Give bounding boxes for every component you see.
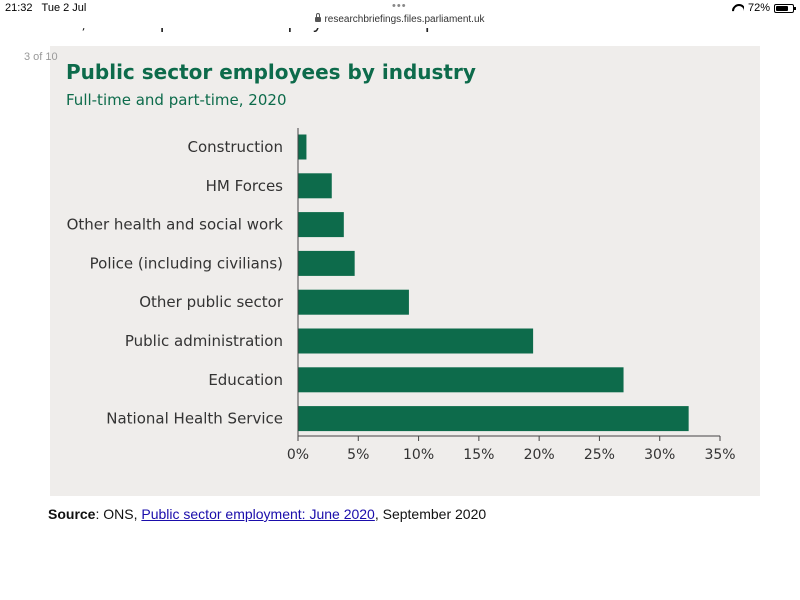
bar-2 xyxy=(298,212,344,238)
category-label-7: National Health Service xyxy=(106,410,283,428)
category-label-2: Other health and social work xyxy=(67,216,284,234)
chart-title: Public sector employees by industry xyxy=(66,60,476,84)
bar-5 xyxy=(298,328,534,354)
wifi-icon xyxy=(732,4,744,13)
page-counter: 3 of 10 xyxy=(24,51,58,63)
bar-chart: Construction HM Forces Other health and so… xyxy=(67,128,736,463)
category-label-1: HM Forces xyxy=(206,177,284,195)
x-tick-label-1: 5% xyxy=(347,447,369,463)
source-link[interactable]: Public sector employment: June 2020 xyxy=(141,506,375,522)
x-tick-label-3: 15% xyxy=(463,447,494,463)
category-label-4: Other public sector xyxy=(139,293,284,311)
chart-subtitle: Full-time and part-time, 2020 xyxy=(66,91,287,109)
status-bar: 21:32 Tue 2 Jul ••• researchbriefings.fi… xyxy=(0,0,800,28)
source-suffix: , September 2020 xyxy=(374,506,487,522)
chart-panel: Construction HM Forces Other health and so… xyxy=(50,46,760,496)
category-label-3: Police (including civilians) xyxy=(90,254,283,272)
battery-icon xyxy=(774,3,796,13)
x-tick-label-0: 0% xyxy=(287,447,309,463)
bar-6 xyxy=(298,367,624,393)
category-label-5: Public administration xyxy=(125,332,283,350)
status-time: 21:32 Tue 2 Jul xyxy=(5,2,86,14)
category-label-0: Construction xyxy=(187,138,283,156)
bar-4 xyxy=(298,289,409,315)
x-tick-label-7: 35% xyxy=(704,447,735,463)
clock-date: Tue 2 Jul xyxy=(41,2,87,14)
battery-fill xyxy=(776,5,788,11)
battery-percent: 72% xyxy=(747,2,770,14)
source-line: Source: ONS, Public sector employment: J… xyxy=(48,506,486,522)
x-tick-label-2: 10% xyxy=(403,447,434,463)
bar-1 xyxy=(298,173,332,199)
address-url: researchbriefings.files.parliament.uk xyxy=(324,14,485,25)
bar-3 xyxy=(298,250,355,276)
x-tick-label-4: 20% xyxy=(524,447,555,463)
source-prefix: : ONS, xyxy=(95,506,142,522)
address-bar[interactable]: researchbriefings.files.parliament.uk xyxy=(0,13,800,25)
source-label: Source xyxy=(48,506,96,522)
bar-0 xyxy=(298,134,307,160)
lock-icon xyxy=(315,13,322,22)
category-label-6: Education xyxy=(208,371,283,389)
bar-7 xyxy=(298,406,689,432)
status-indicators: 72% xyxy=(732,2,796,14)
multitasking-dots-icon[interactable]: ••• xyxy=(392,0,407,12)
x-tick-label-6: 30% xyxy=(644,447,675,463)
x-tick-label-5: 25% xyxy=(584,447,615,463)
clock-time: 21:32 xyxy=(5,2,33,14)
